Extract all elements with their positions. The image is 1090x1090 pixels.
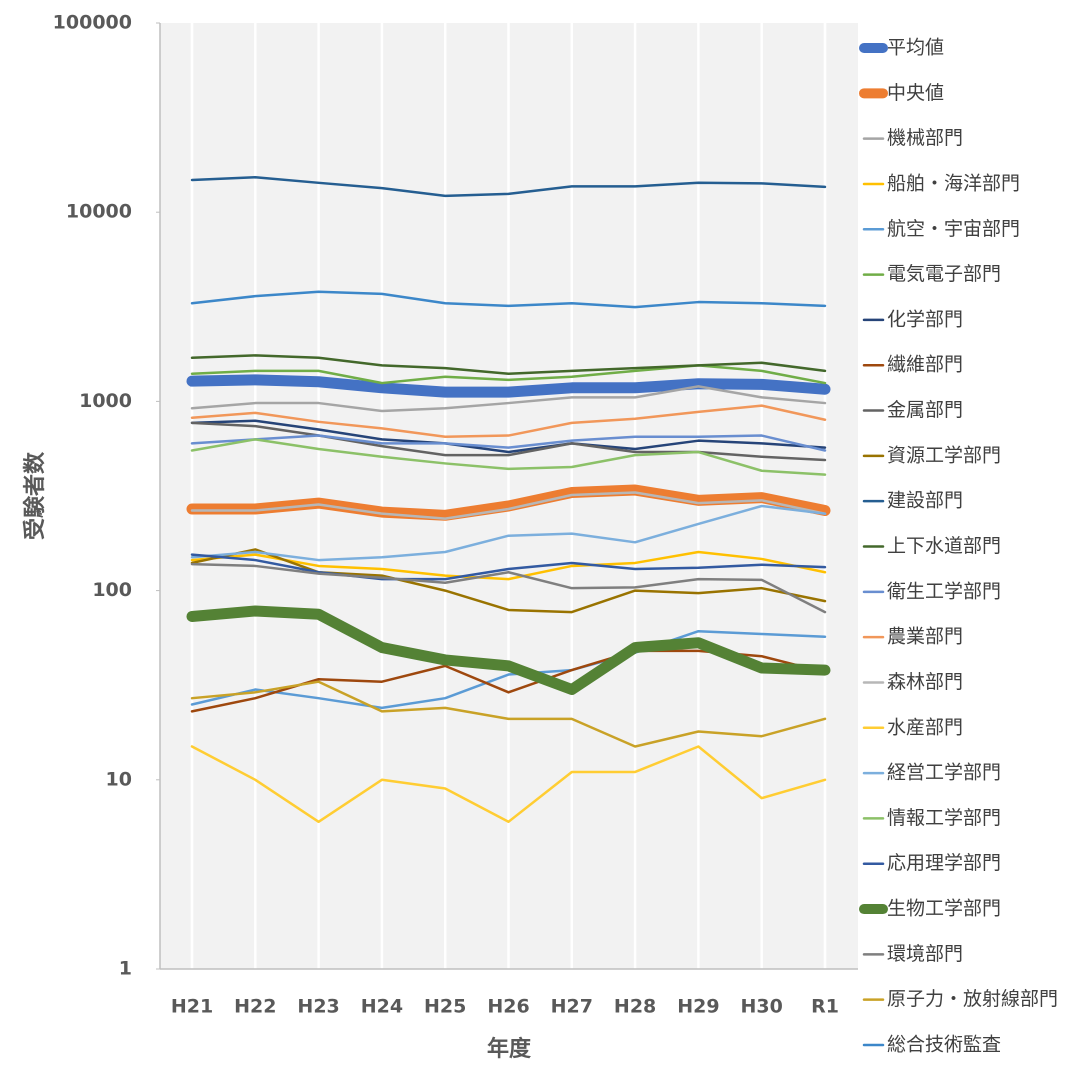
y-tick-label: 10000 (66, 201, 132, 223)
series-line (190, 553, 827, 581)
legend-label: 金属部門 (887, 399, 963, 421)
series-line (190, 745, 827, 824)
series-line (190, 680, 827, 748)
legend-label: 平均値 (887, 37, 944, 59)
x-tick-label: H24 (361, 996, 403, 1018)
legend-label: 生物工学部門 (887, 898, 1001, 920)
x-tick-label: H23 (297, 996, 339, 1018)
series-line (186, 484, 831, 521)
x-axis-title: 年度 (487, 1036, 532, 1062)
series-line (190, 629, 827, 710)
series-line (190, 434, 827, 452)
legend-label: 経営工学部門 (887, 762, 1001, 784)
series-line (190, 438, 827, 476)
legend-label: 資源工学部門 (887, 444, 1001, 466)
series-line (190, 176, 827, 198)
series-line (190, 404, 827, 439)
x-tick-label: H28 (614, 996, 656, 1018)
series-line (190, 550, 827, 581)
x-tick-label: H21 (171, 996, 213, 1018)
legend-label: 機械部門 (887, 127, 963, 149)
series-line (186, 374, 831, 398)
y-tick-label: 1000 (79, 390, 132, 412)
legend-label: 航空・宇宙部門 (887, 218, 1020, 240)
series-line (186, 605, 831, 696)
series-line (190, 364, 827, 385)
series-line (190, 504, 827, 562)
series-line (190, 562, 827, 614)
legend-label: 環境部門 (887, 943, 963, 965)
y-tick-label: 1 (119, 958, 132, 980)
legend-label: 応用理学部門 (887, 852, 1001, 874)
legend-label: 情報工学部門 (887, 807, 1001, 829)
legend-label: 中央値 (887, 82, 944, 104)
x-tick-label: H25 (424, 996, 466, 1018)
y-tick-label: 100000 (53, 12, 132, 34)
x-tick-label: H27 (551, 996, 593, 1018)
legend-label: 電気電子部門 (887, 263, 1001, 285)
series-line (190, 491, 827, 520)
x-tick-label: R1 (811, 996, 839, 1018)
series-line (190, 419, 827, 454)
legend-label: 繊維部門 (887, 354, 963, 376)
series-line (190, 385, 827, 413)
legend-label: 総合技術監査 (887, 1034, 1001, 1056)
x-tick-label: H22 (234, 996, 276, 1018)
legend-label: 農業部門 (887, 626, 963, 648)
series-line (190, 290, 827, 309)
y-axis-title: 受験者数 (22, 451, 48, 540)
legend-label: 水産部門 (887, 716, 963, 738)
legend-label: 化学部門 (887, 308, 963, 330)
legend-label: 建設部門 (887, 490, 963, 512)
legend-label: 原子力・放射線部門 (887, 988, 1058, 1010)
legend-label: 衛生工学部門 (887, 580, 1001, 602)
series-line (190, 548, 827, 614)
y-tick-label: 100 (92, 579, 132, 601)
x-tick-label: H29 (677, 996, 719, 1018)
legend-label: 上下水道部門 (887, 535, 1001, 557)
x-tick-label: H30 (741, 996, 783, 1018)
series-line (190, 421, 827, 462)
x-tick-label: H26 (487, 996, 529, 1018)
legend-label: 船舶・海洋部門 (887, 172, 1020, 194)
y-tick-label: 10 (106, 768, 132, 790)
legend-label: 森林部門 (887, 671, 963, 693)
series-line (190, 354, 827, 376)
